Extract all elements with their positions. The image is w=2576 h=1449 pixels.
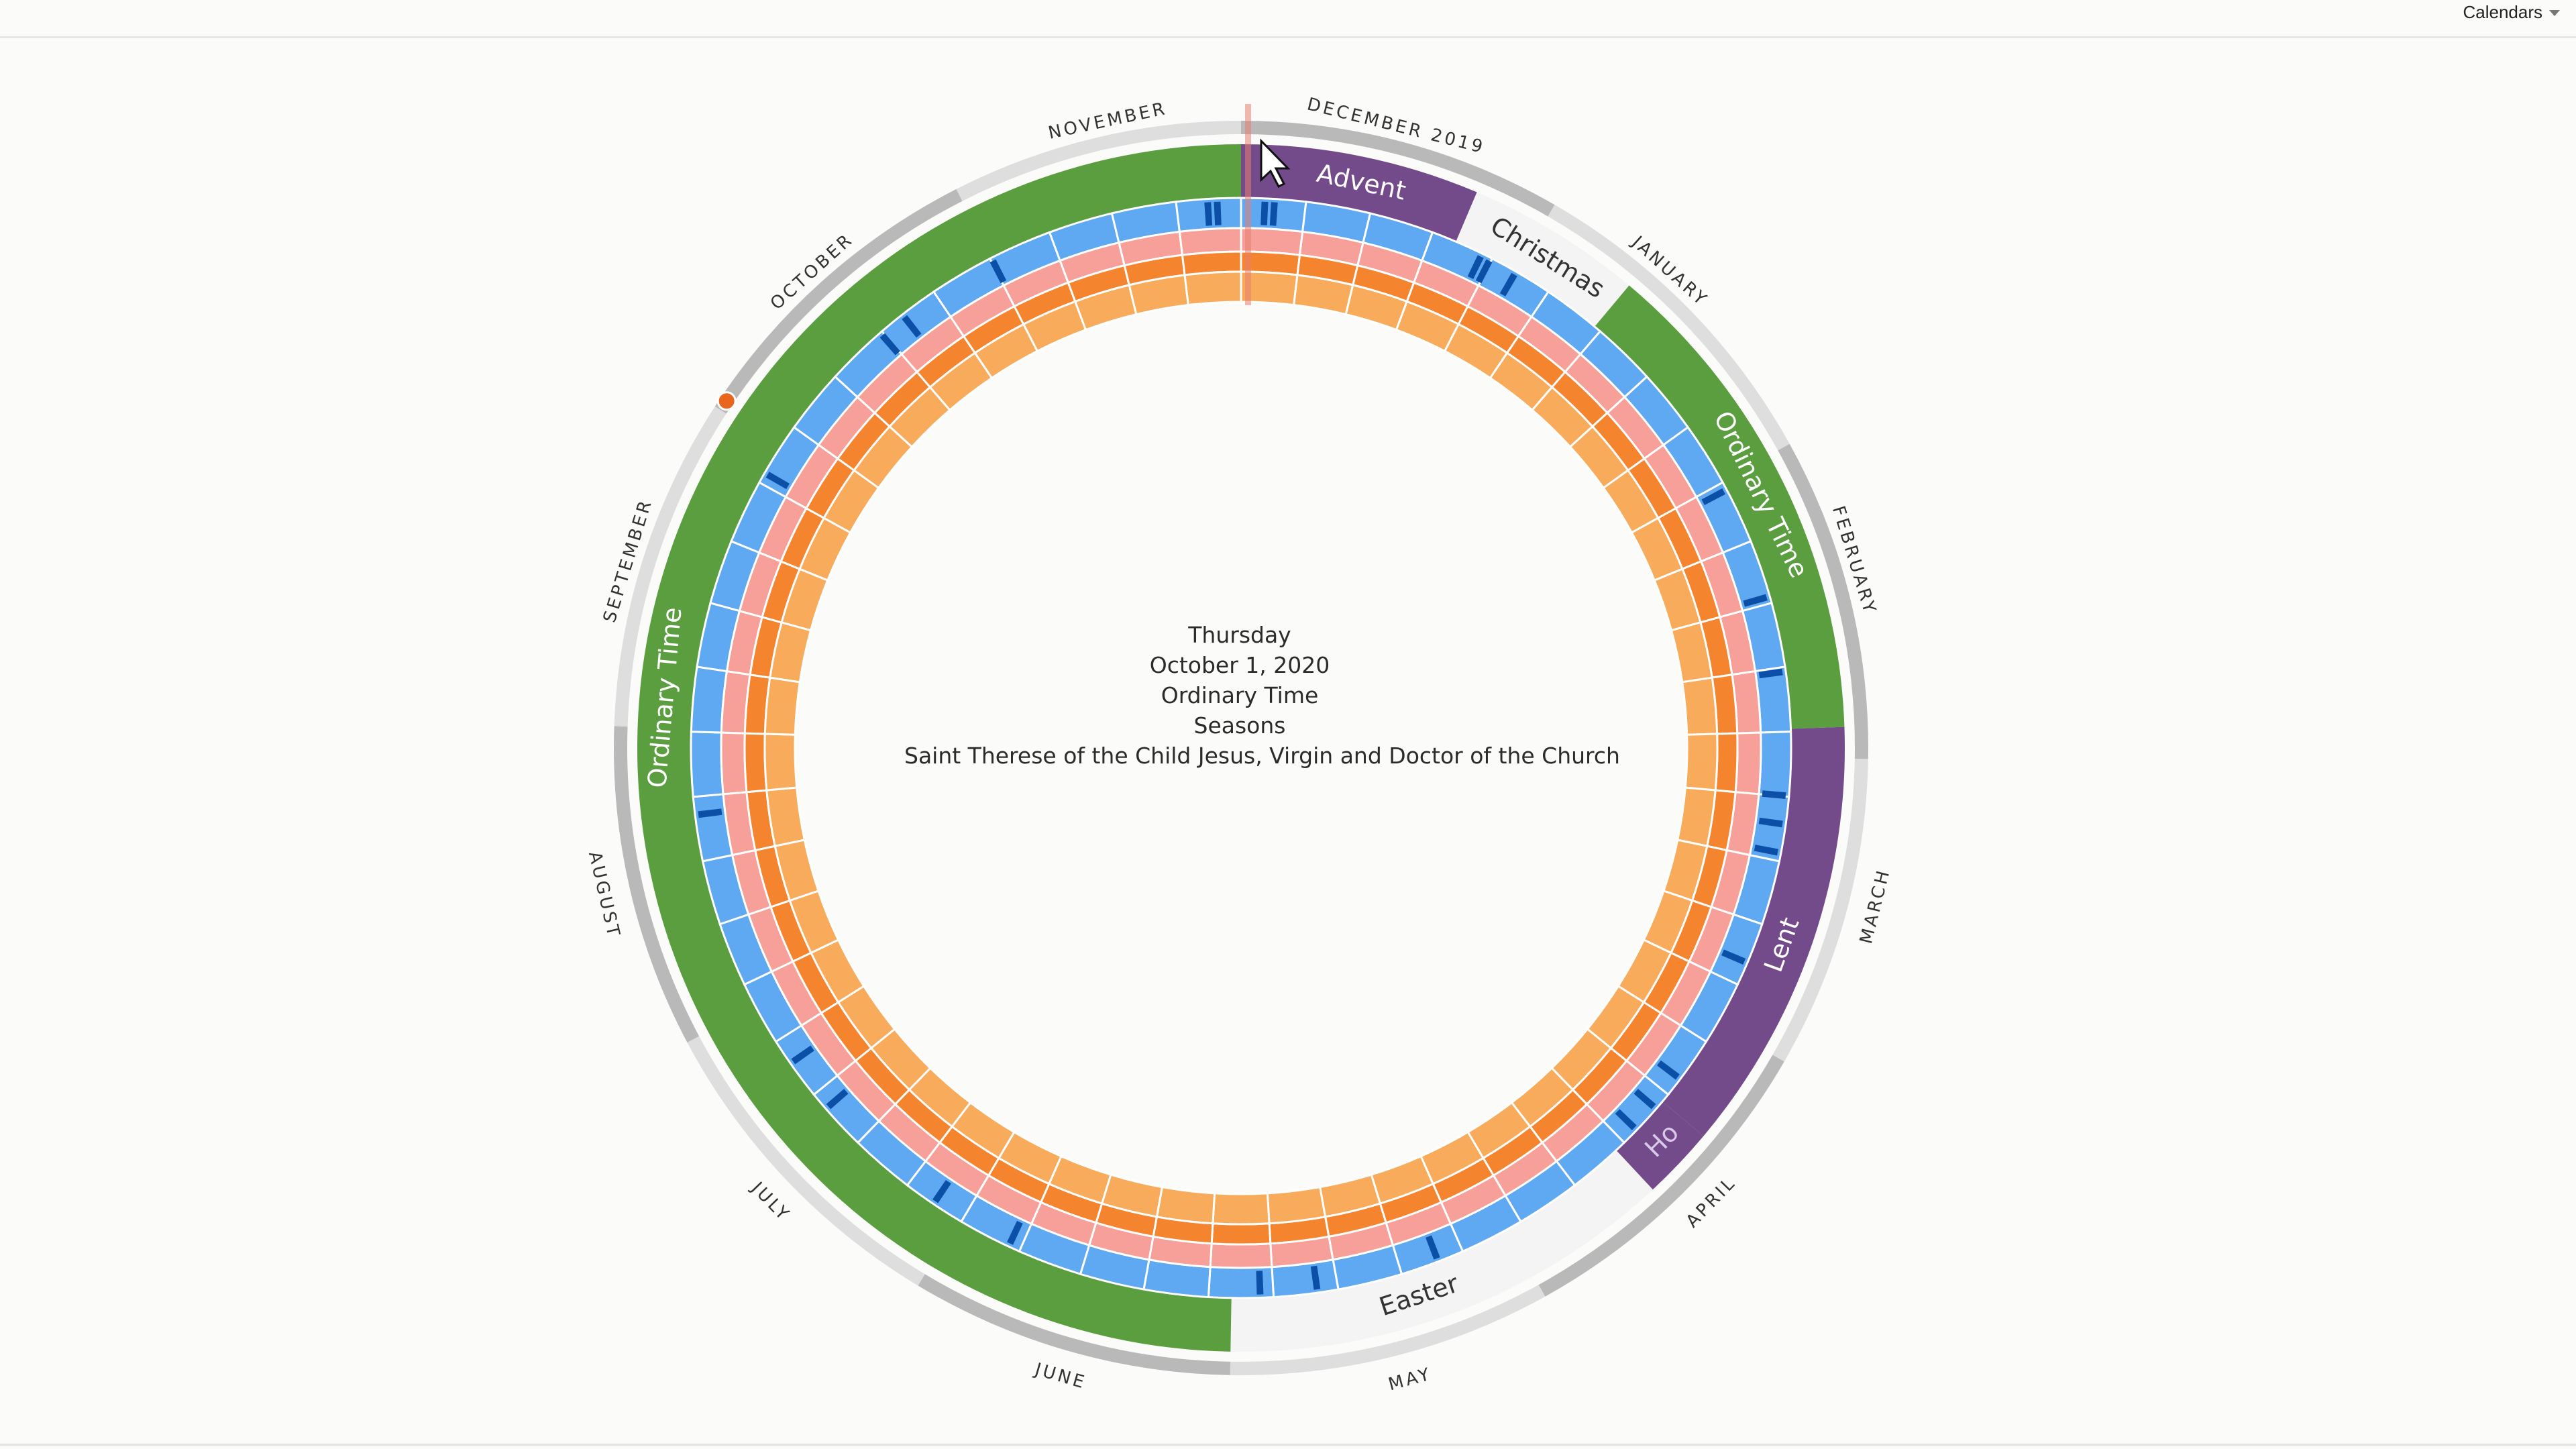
month-ring	[614, 121, 1868, 1375]
season-ring	[637, 144, 1845, 1352]
feast-mark[interactable]	[1214, 201, 1222, 225]
month-segment	[614, 726, 700, 1042]
feast-mark[interactable]	[1475, 259, 1493, 284]
week-cell[interactable]	[763, 676, 801, 736]
feast-mark[interactable]	[1743, 594, 1768, 607]
week-cell[interactable]	[743, 732, 768, 794]
week-cell[interactable]	[1266, 1185, 1327, 1225]
center-calendar: Seasons	[1193, 712, 1286, 739]
feast-mark[interactable]	[1260, 201, 1269, 225]
feast-mark[interactable]	[1758, 817, 1783, 828]
chevron-down-icon	[2549, 9, 2560, 16]
top-bar: Calendars	[0, 0, 2576, 38]
week-cell[interactable]	[765, 786, 806, 848]
month-segment	[1230, 1285, 1546, 1375]
calendars-menu[interactable]: Calendars	[2463, 0, 2560, 24]
feast-mark[interactable]	[1615, 1109, 1637, 1130]
center-weekday: Thursday	[1188, 622, 1291, 648]
feast-mark[interactable]	[1758, 668, 1783, 679]
month-label: MARCH	[1856, 866, 1894, 946]
feast-mark[interactable]	[791, 1045, 814, 1065]
week-cell[interactable]	[690, 731, 724, 798]
center-date: October 1, 2020	[1149, 652, 1330, 678]
feast-mark[interactable]	[765, 472, 790, 490]
week-cell[interactable]	[1210, 1222, 1272, 1246]
feast-mark[interactable]	[902, 315, 922, 338]
feast-mark[interactable]	[1007, 1220, 1023, 1245]
feast-mark[interactable]	[1633, 1089, 1656, 1110]
season-segment[interactable]	[1662, 727, 1845, 1136]
center-info: Thursday October 1, 2020 Ordinary Time S…	[904, 620, 1620, 771]
week-cell[interactable]	[1676, 786, 1717, 848]
week-cell[interactable]	[1734, 731, 1762, 796]
feast-mark[interactable]	[1269, 202, 1278, 226]
week-cell[interactable]	[1758, 731, 1792, 798]
week-cell[interactable]	[1212, 1192, 1271, 1226]
month-label: AUGUST	[584, 849, 624, 941]
feast-mark[interactable]	[1467, 255, 1484, 280]
month-segment	[1538, 1055, 1784, 1297]
bottom-divider	[0, 1444, 2576, 1446]
feast-mark[interactable]	[1426, 1235, 1440, 1260]
center-celebration: Saint Therese of the Child Jesus, Virgin…	[904, 743, 1620, 769]
feast-mark[interactable]	[1256, 1271, 1264, 1295]
week-cell[interactable]	[720, 731, 748, 796]
week-cell[interactable]	[1684, 733, 1719, 792]
feast-mark[interactable]	[698, 808, 722, 818]
month-segment	[918, 1274, 1231, 1375]
month-segment	[1778, 443, 1868, 759]
month-segment	[687, 1036, 925, 1286]
selection-line[interactable]	[1245, 104, 1251, 305]
feast-mark[interactable]	[1310, 1265, 1321, 1290]
feast-mark[interactable]	[1657, 1060, 1680, 1080]
feast-mark[interactable]	[1754, 845, 1778, 856]
feast-mark[interactable]	[1204, 202, 1213, 226]
feast-mark[interactable]	[879, 333, 900, 356]
week-cell[interactable]	[1681, 676, 1719, 736]
feast-mark[interactable]	[1721, 949, 1746, 965]
month-segment	[614, 406, 727, 727]
season-segment[interactable]	[1230, 1150, 1653, 1352]
month-label: JULY	[747, 1177, 794, 1226]
month-segment	[714, 189, 963, 414]
season-segment[interactable]	[1616, 1102, 1704, 1190]
week-cell[interactable]	[1714, 732, 1739, 794]
month-segment	[1772, 758, 1868, 1062]
week-cell[interactable]	[1155, 1185, 1216, 1225]
overlay	[716, 104, 1291, 411]
season-segment[interactable]	[1595, 285, 1845, 729]
week-cell[interactable]	[763, 733, 798, 792]
feast-mark[interactable]	[1499, 272, 1517, 297]
today-marker-icon[interactable]	[716, 391, 737, 411]
feast-mark[interactable]	[1762, 790, 1786, 799]
center-season: Ordinary Time	[1161, 682, 1319, 708]
week-cell[interactable]	[1207, 1266, 1275, 1299]
week-cell[interactable]	[1183, 270, 1242, 307]
day-rings	[690, 197, 1792, 1299]
season-segment[interactable]	[1241, 144, 1477, 242]
feast-mark[interactable]	[932, 1179, 951, 1203]
month-label: JUNE	[1032, 1359, 1089, 1393]
feast-mark[interactable]	[1701, 488, 1725, 506]
month-segment	[956, 121, 1241, 201]
feast-mark[interactable]	[826, 1089, 849, 1110]
calendars-label: Calendars	[2463, 1, 2542, 22]
month-label: MAY	[1386, 1364, 1434, 1395]
season-segment[interactable]	[1456, 192, 1629, 327]
month-segment	[1241, 121, 1555, 217]
week-cell[interactable]	[1209, 1242, 1273, 1269]
month-segment	[1548, 205, 1790, 451]
feast-mark[interactable]	[989, 259, 1007, 284]
mouse-pointer-icon	[1260, 138, 1291, 189]
